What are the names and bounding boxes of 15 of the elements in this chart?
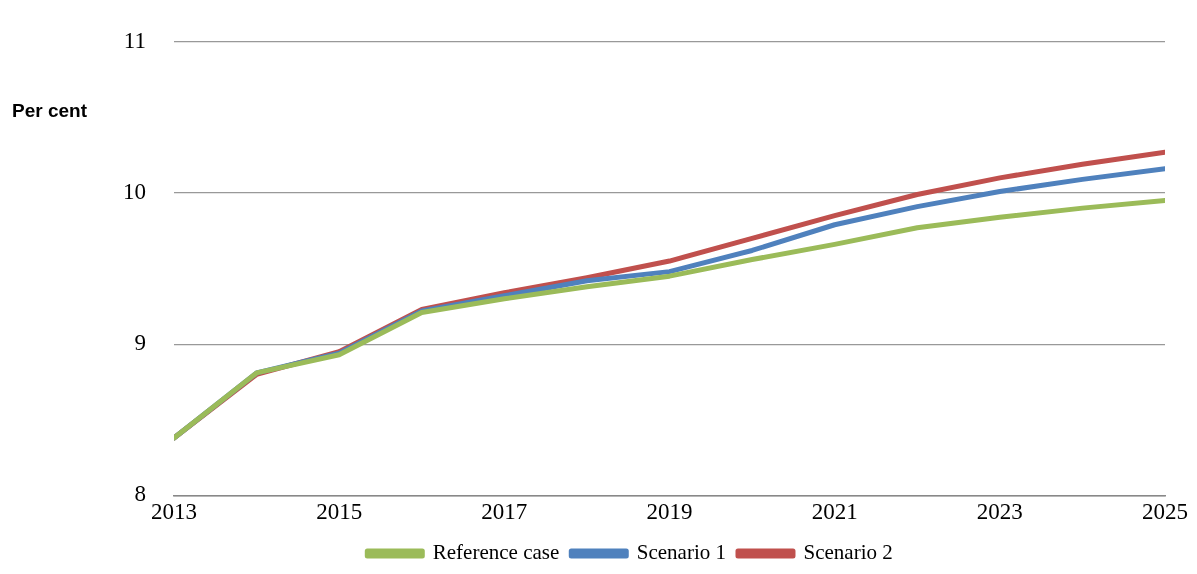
y-tick-label: 8: [134, 481, 146, 507]
legend-label: Scenario 1: [636, 540, 727, 565]
legend-label: Reference case: [432, 540, 560, 565]
x-tick-label: 2019: [646, 499, 693, 525]
legend-label: Scenario 2: [803, 540, 893, 565]
x-tick-label: 2021: [811, 499, 858, 525]
y-tick-label: 11: [123, 27, 146, 53]
y-axis-title: Per cent: [12, 100, 87, 122]
y-tick-label: 10: [123, 179, 146, 205]
x-tick-label: 2023: [976, 499, 1023, 525]
y-tick-label: 9: [134, 330, 146, 356]
x-tick-label: 2013: [151, 499, 197, 525]
x-tick-label: 2017: [481, 499, 528, 525]
x-tick-label: 2015: [316, 499, 363, 525]
x-tick-label: 2025: [1142, 499, 1188, 525]
